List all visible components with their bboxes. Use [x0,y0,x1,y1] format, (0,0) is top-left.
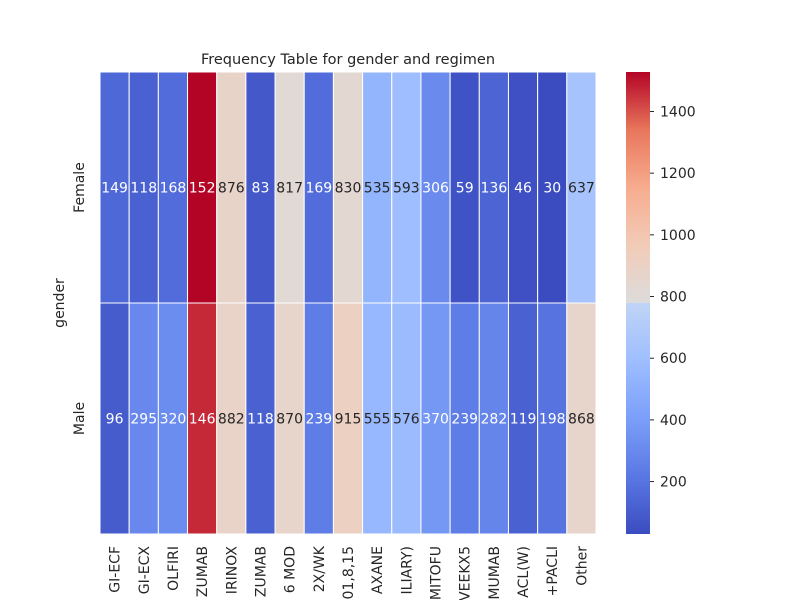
cell-value-label: 915 [335,412,362,428]
colorbar-tick-label: 400 [660,413,687,429]
x-tick-label: GI-ECX [137,546,153,595]
cell-value-label: 593 [393,181,420,197]
heatmap-cell [303,302,334,535]
cell-value-label: 882 [218,412,245,428]
heatmap-cell [187,302,218,535]
heatmap-cell [420,302,451,535]
heatmap-cell [128,302,159,535]
colorbar-ticks: 200 400 600 800 1000 1200 1400 [650,104,696,491]
colorbar-tick-label: 800 [660,290,687,306]
x-tick-label: IRINOX [224,546,240,595]
heatmap-cell [362,302,393,535]
x-tick-label: VEEKX5 [458,546,474,600]
colorbar-tick-label: 1400 [660,104,696,120]
cell-value-label: 320 [160,412,187,428]
x-tick-label: 2X/WK [312,545,328,592]
cell-value-label: 59 [456,181,474,197]
heatmap-cell [537,71,568,304]
cell-value-label: 83 [252,181,270,197]
x-tick-label: ACL(W) [516,546,532,598]
heatmap-cell [303,71,334,304]
heatmap-cell [391,302,422,535]
colorbar-tick-label: 200 [660,475,687,491]
x-tick-label: 01,8,15 [341,546,357,599]
x-tick-label: ZUMAB [253,546,269,597]
colorbar [626,72,650,534]
x-tick-label: ZUMAB [195,546,211,597]
cell-value-label: 96 [106,412,124,428]
cell-value-label: 370 [422,412,449,428]
heatmap-cell [245,71,276,304]
cell-value-label: 282 [481,412,508,428]
cell-value-label: 830 [335,181,362,197]
cell-value-label: 168 [160,181,187,197]
heatmap-cell [478,71,509,304]
heatmap-cell [245,302,276,535]
cell-value-label: 198 [539,412,566,428]
colorbar-tick-label: 1000 [660,228,696,244]
heatmap-cell [157,302,189,535]
cell-value-label: 239 [305,412,332,428]
cell-value-label: 870 [276,412,303,428]
x-tick-label: MUMAB [487,546,503,600]
x-tick-label: +PACLI [545,546,561,596]
cell-value-label: 169 [305,181,332,197]
heatmap-value-labels: 149 118 168 152 876 83 817 169 830 535 593 306 59 136… [101,181,595,428]
cell-value-label: 146 [189,412,216,428]
x-tick-label: Other [574,546,590,586]
heatmap-cell [362,71,393,304]
heatmap-cell [99,71,130,304]
cell-value-label: 306 [422,181,449,197]
heatmap-cell [478,302,509,535]
y-axis-label: gender [52,278,68,328]
chart-title: Frequency Table for gender and regimen [201,52,495,68]
x-tick-label: GI-ECF [108,546,124,593]
y-tick-labels: Female Male [72,162,88,435]
cell-value-label: 30 [543,181,561,197]
x-tick-label: 6 MOD [283,546,299,593]
colorbar-tick-label: 1200 [660,166,696,182]
colorbar-tick-label: 600 [660,351,687,367]
heatmap-cell [128,71,159,304]
cell-value-label: 239 [451,412,478,428]
heatmap-cells [99,71,597,535]
y-tick-label: Male [72,402,88,435]
cell-value-label: 152 [189,181,216,197]
cell-value-label: 817 [276,181,303,197]
cell-value-label: 295 [130,412,157,428]
cell-value-label: 555 [364,412,391,428]
cell-value-label: 535 [364,181,391,197]
heatmap-cell [157,71,189,304]
x-tick-label: ILIARY) [399,546,415,594]
cell-value-label: 868 [568,412,595,428]
x-tick-label: AXANE [370,546,386,594]
x-tick-label: MITOFU [429,546,445,600]
heatmap-cell [566,71,597,304]
heatmap-cell [420,71,451,304]
x-tick-labels: GI-ECF GI-ECX OLFIRI ZUMAB IRINOX ZUMAB 6 MOD 2… [108,545,591,600]
cell-value-label: 118 [130,181,157,197]
cell-value-label: 637 [568,181,595,197]
cell-value-label: 136 [481,181,508,197]
heatmap-cell [216,302,247,535]
heatmap-cell [99,302,130,535]
cell-value-label: 876 [218,181,245,197]
heatmap-cell [566,302,597,535]
cell-value-label: 119 [510,412,537,428]
cell-value-label: 149 [101,181,128,197]
cell-value-label: 576 [393,412,420,428]
y-tick-label: Female [72,162,88,213]
cell-value-label: 46 [514,181,532,197]
cell-value-label: 118 [247,412,274,428]
x-tick-label: OLFIRI [166,546,182,591]
